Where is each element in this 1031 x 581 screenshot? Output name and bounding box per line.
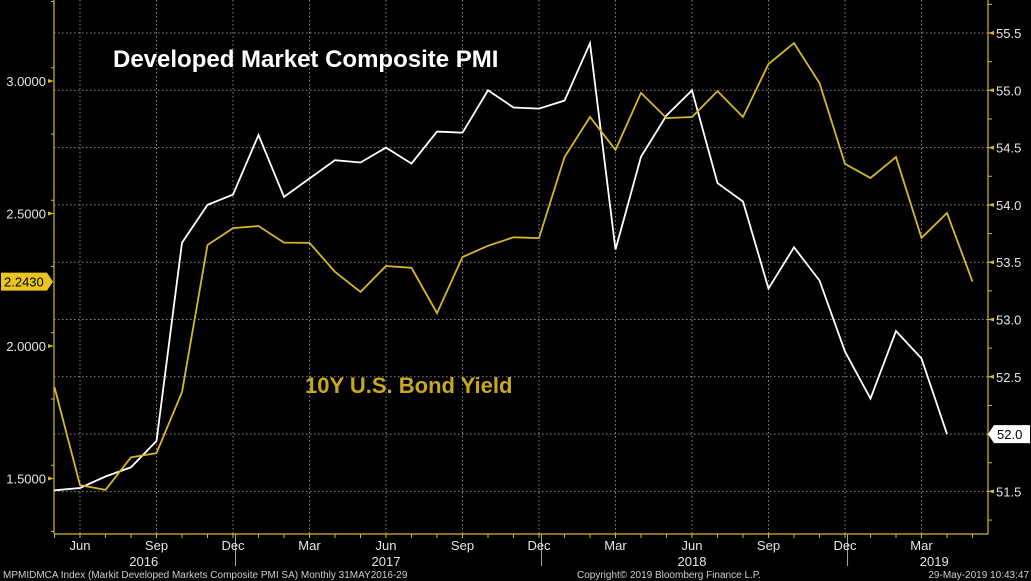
series-lines xyxy=(53,39,974,492)
right-tick-label: 52.5 xyxy=(996,370,1021,385)
x-month-label: Jun xyxy=(682,538,703,553)
yield-last-value: 2.2430 xyxy=(4,275,44,290)
x-year-label: 2016 xyxy=(129,554,158,569)
tick-labels: 3.0000 2.5000 2.0000 1.5000 55.5 55.0 54.5 54.0… xyxy=(1,26,1030,569)
axes xyxy=(51,0,992,566)
x-month-label: Sep xyxy=(145,538,168,553)
pmi-line xyxy=(54,39,948,492)
x-month-label: Jun xyxy=(70,538,91,553)
right-tick-label: 54.5 xyxy=(996,141,1021,156)
x-month-label: Mar xyxy=(604,538,627,553)
right-tick-marker xyxy=(988,31,994,35)
x-month-label: Sep xyxy=(757,538,780,553)
right-tick-label: 55.0 xyxy=(996,83,1021,98)
x-month-label: Mar xyxy=(298,538,321,553)
right-tick-label: 53.0 xyxy=(996,313,1021,328)
left-tick-label: 2.5000 xyxy=(6,207,46,222)
footer-source: MPMIDMCA Index (Markit Developed Markets… xyxy=(3,570,408,581)
right-tick-marker xyxy=(988,145,994,150)
gridlines xyxy=(54,0,988,534)
left-tick-marker xyxy=(48,344,54,348)
x-month-label: Dec xyxy=(221,538,245,553)
right-tick-label: 55.5 xyxy=(996,26,1021,41)
right-tick-marker xyxy=(988,317,994,322)
right-tick-label: 51.5 xyxy=(996,484,1021,499)
yield-last-value-tag xyxy=(1,272,53,291)
right-tick-label: 53.5 xyxy=(996,255,1021,270)
footer-copyright: Copyright© 2019 Bloomberg Finance L.P. xyxy=(577,570,761,581)
right-tick-label: 54.0 xyxy=(996,198,1021,213)
right-tick-marker xyxy=(988,260,994,265)
yield-annotation: 10Y U.S. Bond Yield xyxy=(305,373,512,398)
x-month-label: Jun xyxy=(376,538,397,553)
x-month-label: Mar xyxy=(910,538,933,553)
right-tick-marker xyxy=(988,88,994,93)
x-year-label: 2019 xyxy=(920,554,949,569)
x-month-label: Dec xyxy=(527,538,551,553)
left-tick-marker xyxy=(48,211,54,216)
pmi-last-value: 52.0 xyxy=(997,427,1022,442)
left-tick-marker xyxy=(48,79,54,83)
left-tick-label: 2.0000 xyxy=(6,339,46,354)
left-tick-label: 3.0000 xyxy=(6,74,46,89)
footer-timestamp: 29-May-2019 10:43:47 xyxy=(928,570,1029,581)
x-year-label: 2017 xyxy=(372,554,401,569)
yield-line xyxy=(53,41,974,491)
x-month-label: Sep xyxy=(451,538,474,553)
x-month-label: Dec xyxy=(833,538,857,553)
left-tick-marker xyxy=(48,476,54,481)
x-year-label: 2018 xyxy=(678,554,707,569)
chart-title: Developed Market Composite PMI xyxy=(113,46,498,73)
right-tick-marker xyxy=(988,202,994,207)
right-tick-marker xyxy=(988,374,994,379)
pmi-last-value-tag xyxy=(988,425,1030,444)
left-tick-label: 1.5000 xyxy=(6,472,46,487)
right-tick-marker xyxy=(988,489,994,494)
